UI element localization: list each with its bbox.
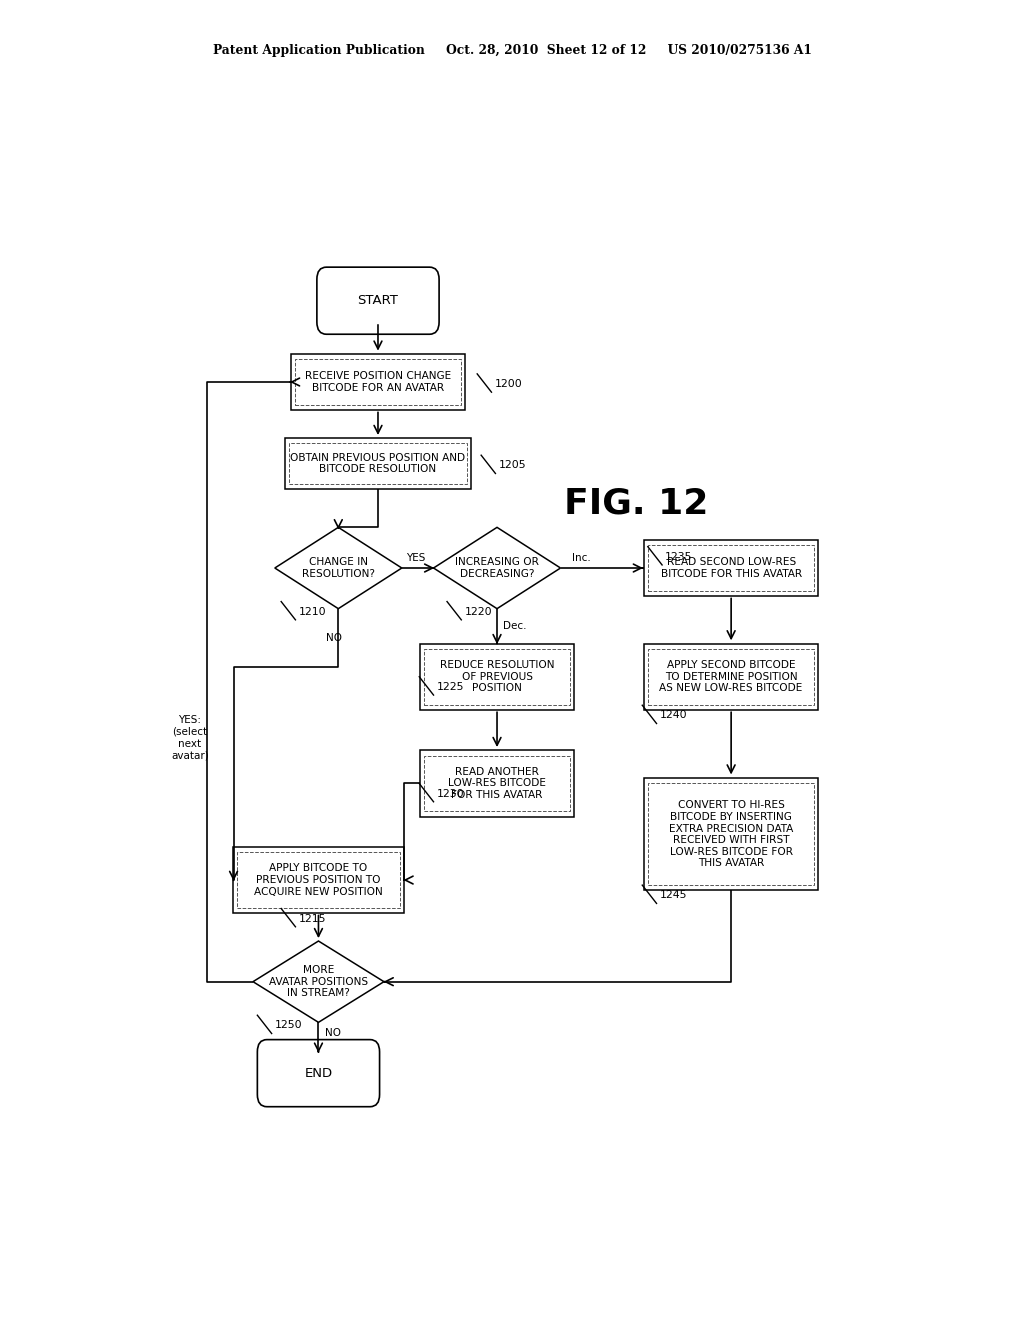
Text: INCREASING OR
DECREASING?: INCREASING OR DECREASING? [455, 557, 539, 578]
FancyBboxPatch shape [316, 267, 439, 334]
Text: OBTAIN PREVIOUS POSITION AND
BITCODE RESOLUTION: OBTAIN PREVIOUS POSITION AND BITCODE RES… [291, 453, 466, 474]
Text: 1240: 1240 [659, 710, 687, 721]
Bar [648, 545, 814, 591]
Bar [648, 649, 814, 705]
Text: END: END [304, 1067, 333, 1080]
Bar [644, 540, 818, 595]
Text: 1215: 1215 [299, 913, 326, 924]
Bar [289, 444, 467, 483]
Text: NO: NO [327, 634, 342, 643]
Text: READ ANOTHER
LOW-RES BITCODE
FOR THIS AVATAR: READ ANOTHER LOW-RES BITCODE FOR THIS AV… [449, 767, 546, 800]
Text: FIG. 12: FIG. 12 [564, 487, 708, 521]
Text: 1230: 1230 [436, 788, 464, 799]
Text: 1225: 1225 [436, 682, 464, 692]
Text: 1220: 1220 [465, 607, 493, 616]
Polygon shape [274, 528, 401, 609]
Text: 1235: 1235 [666, 552, 693, 562]
Text: 1205: 1205 [499, 461, 526, 470]
Bar [424, 755, 570, 812]
Text: START: START [357, 294, 398, 308]
Polygon shape [433, 528, 560, 609]
Text: Patent Application Publication     Oct. 28, 2010  Sheet 12 of 12     US 2010/027: Patent Application Publication Oct. 28, … [213, 44, 811, 57]
Bar [648, 784, 814, 886]
Text: Dec.: Dec. [503, 620, 526, 631]
Bar [424, 649, 570, 705]
Text: APPLY SECOND BITCODE
TO DETERMINE POSITION
AS NEW LOW-RES BITCODE: APPLY SECOND BITCODE TO DETERMINE POSITI… [659, 660, 803, 693]
Text: 1200: 1200 [495, 379, 522, 389]
Text: 1250: 1250 [274, 1020, 302, 1031]
Text: CHANGE IN
RESOLUTION?: CHANGE IN RESOLUTION? [302, 557, 375, 578]
Bar [420, 644, 574, 710]
Text: CONVERT TO HI-RES
BITCODE BY INSERTING
EXTRA PRECISION DATA
RECEIVED WITH FIRST
: CONVERT TO HI-RES BITCODE BY INSERTING E… [669, 800, 794, 869]
Text: 1245: 1245 [659, 890, 687, 900]
Text: YES:
(select
next
avatar): YES: (select next avatar) [171, 715, 209, 760]
Text: RECEIVE POSITION CHANGE
BITCODE FOR AN AVATAR: RECEIVE POSITION CHANGE BITCODE FOR AN A… [305, 371, 452, 393]
Bar [644, 779, 818, 890]
Text: REDUCE RESOLUTION
OF PREVIOUS
POSITION: REDUCE RESOLUTION OF PREVIOUS POSITION [439, 660, 554, 693]
Polygon shape [253, 941, 384, 1022]
Text: NO: NO [325, 1027, 341, 1038]
Bar [420, 751, 574, 817]
Text: MORE
AVATAR POSITIONS
IN STREAM?: MORE AVATAR POSITIONS IN STREAM? [269, 965, 368, 998]
FancyBboxPatch shape [257, 1040, 380, 1106]
Bar [295, 359, 462, 405]
Text: 1210: 1210 [299, 607, 327, 616]
Bar [285, 438, 471, 488]
Bar [644, 644, 818, 710]
Bar [238, 853, 399, 908]
Text: READ SECOND LOW-RES
BITCODE FOR THIS AVATAR: READ SECOND LOW-RES BITCODE FOR THIS AVA… [660, 557, 802, 578]
Text: APPLY BITCODE TO
PREVIOUS POSITION TO
ACQUIRE NEW POSITION: APPLY BITCODE TO PREVIOUS POSITION TO AC… [254, 863, 383, 896]
Text: Inc.: Inc. [572, 553, 591, 562]
Text: YES: YES [406, 553, 425, 562]
Bar [291, 354, 465, 411]
Bar [233, 847, 403, 913]
